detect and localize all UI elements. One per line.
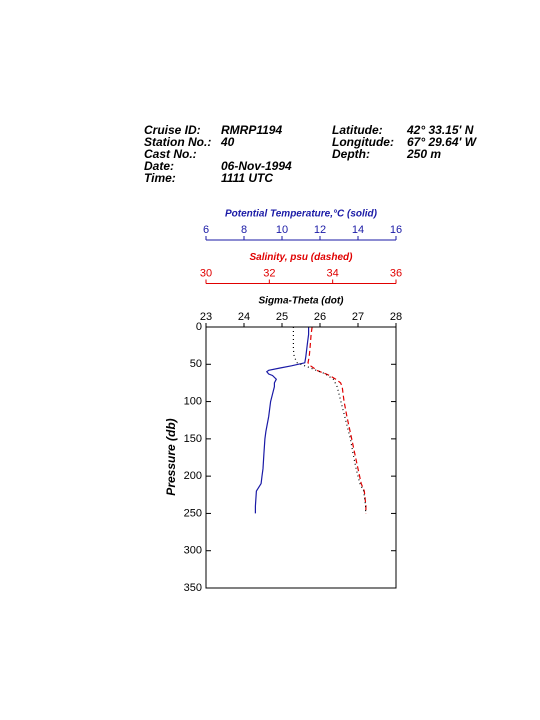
y-tick-label: 0 [196,321,202,333]
header-value: 06-Nov-1994 [221,159,292,173]
x-tick-label: 23 [200,311,212,323]
header-label: Cast No.: [144,147,197,161]
header-value: 1111 UTC [221,171,273,185]
profile-line [307,326,367,514]
y-tick-label: 350 [184,582,202,594]
y-axis-title: Pressure (db) [164,418,178,495]
y-tick-label: 150 [184,433,202,445]
x-tick-label: 27 [352,311,364,323]
x-tick-label: 25 [276,311,288,323]
header-label: Station No.: [144,135,211,149]
header-value: 42° 33.15' N [406,123,474,137]
x-tick-label: 28 [390,311,402,323]
x-tick-label: 6 [203,224,209,236]
x-tick-label: 8 [241,224,247,236]
y-tick-label: 200 [184,470,202,482]
header-label: Time: [144,171,176,185]
header-label: Latitude: [332,123,383,137]
x-tick-label: 10 [276,224,288,236]
y-tick-label: 50 [190,358,202,370]
x-tick-label: 16 [390,224,402,236]
profile-line [254,327,310,514]
x-tick-label: 32 [263,267,275,279]
axis-title: Potential Temperature,°C (solid) [225,209,378,220]
x-tick-label: 30 [200,267,212,279]
profile-line [292,327,367,514]
x-tick-label: 24 [238,311,250,323]
x-tick-label: 12 [314,224,326,236]
header-label: Date: [144,159,174,173]
header-label: Depth: [332,147,370,161]
x-tick-label: 36 [390,267,402,279]
header-label: Longitude: [332,135,394,149]
y-tick-label: 300 [184,545,202,557]
header-value: 40 [220,135,235,149]
axis-title: Salinity, psu (dashed) [250,252,354,263]
x-tick-label: 14 [352,224,364,236]
axis-title: Sigma-Theta (dot) [259,296,345,307]
plot-frame [205,326,397,589]
header-value: 250 m [406,147,441,161]
y-tick-label: 250 [184,507,202,519]
header-label: Cruise ID: [144,123,201,137]
header-value: RMRP1194 [221,123,282,137]
x-tick-label: 26 [314,311,326,323]
x-tick-label: 34 [327,267,339,279]
header-value: 67° 29.64' W [407,135,478,149]
y-tick-label: 100 [184,395,202,407]
